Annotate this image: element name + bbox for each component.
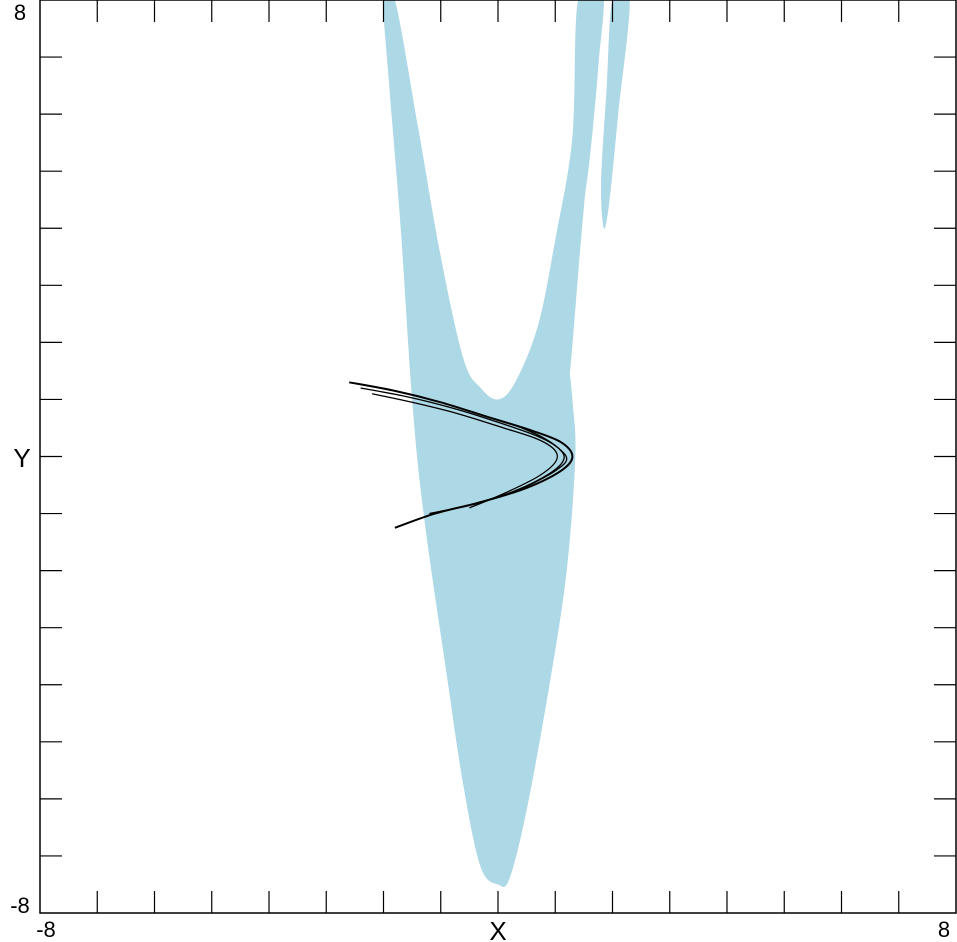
attractor-curves (349, 381, 574, 529)
basin-region-main-basin (383, 0, 602, 887)
attractor-curve-3 (371, 393, 559, 509)
basin-region-far-right-strip (601, 0, 630, 229)
y-tick-label-min: -8 (10, 893, 30, 918)
attractor-curve-4 (514, 424, 568, 492)
basin-regions (383, 0, 630, 887)
x-tick-label-min: -8 (36, 917, 56, 942)
y-tick-label-max: 8 (14, 0, 26, 25)
axis-ticks (40, 0, 956, 913)
basin-region-right-strip (558, 0, 604, 406)
y-axis-label: Y (13, 443, 30, 473)
x-tick-label-max: 8 (938, 917, 950, 942)
x-axis-label: X (489, 916, 506, 942)
